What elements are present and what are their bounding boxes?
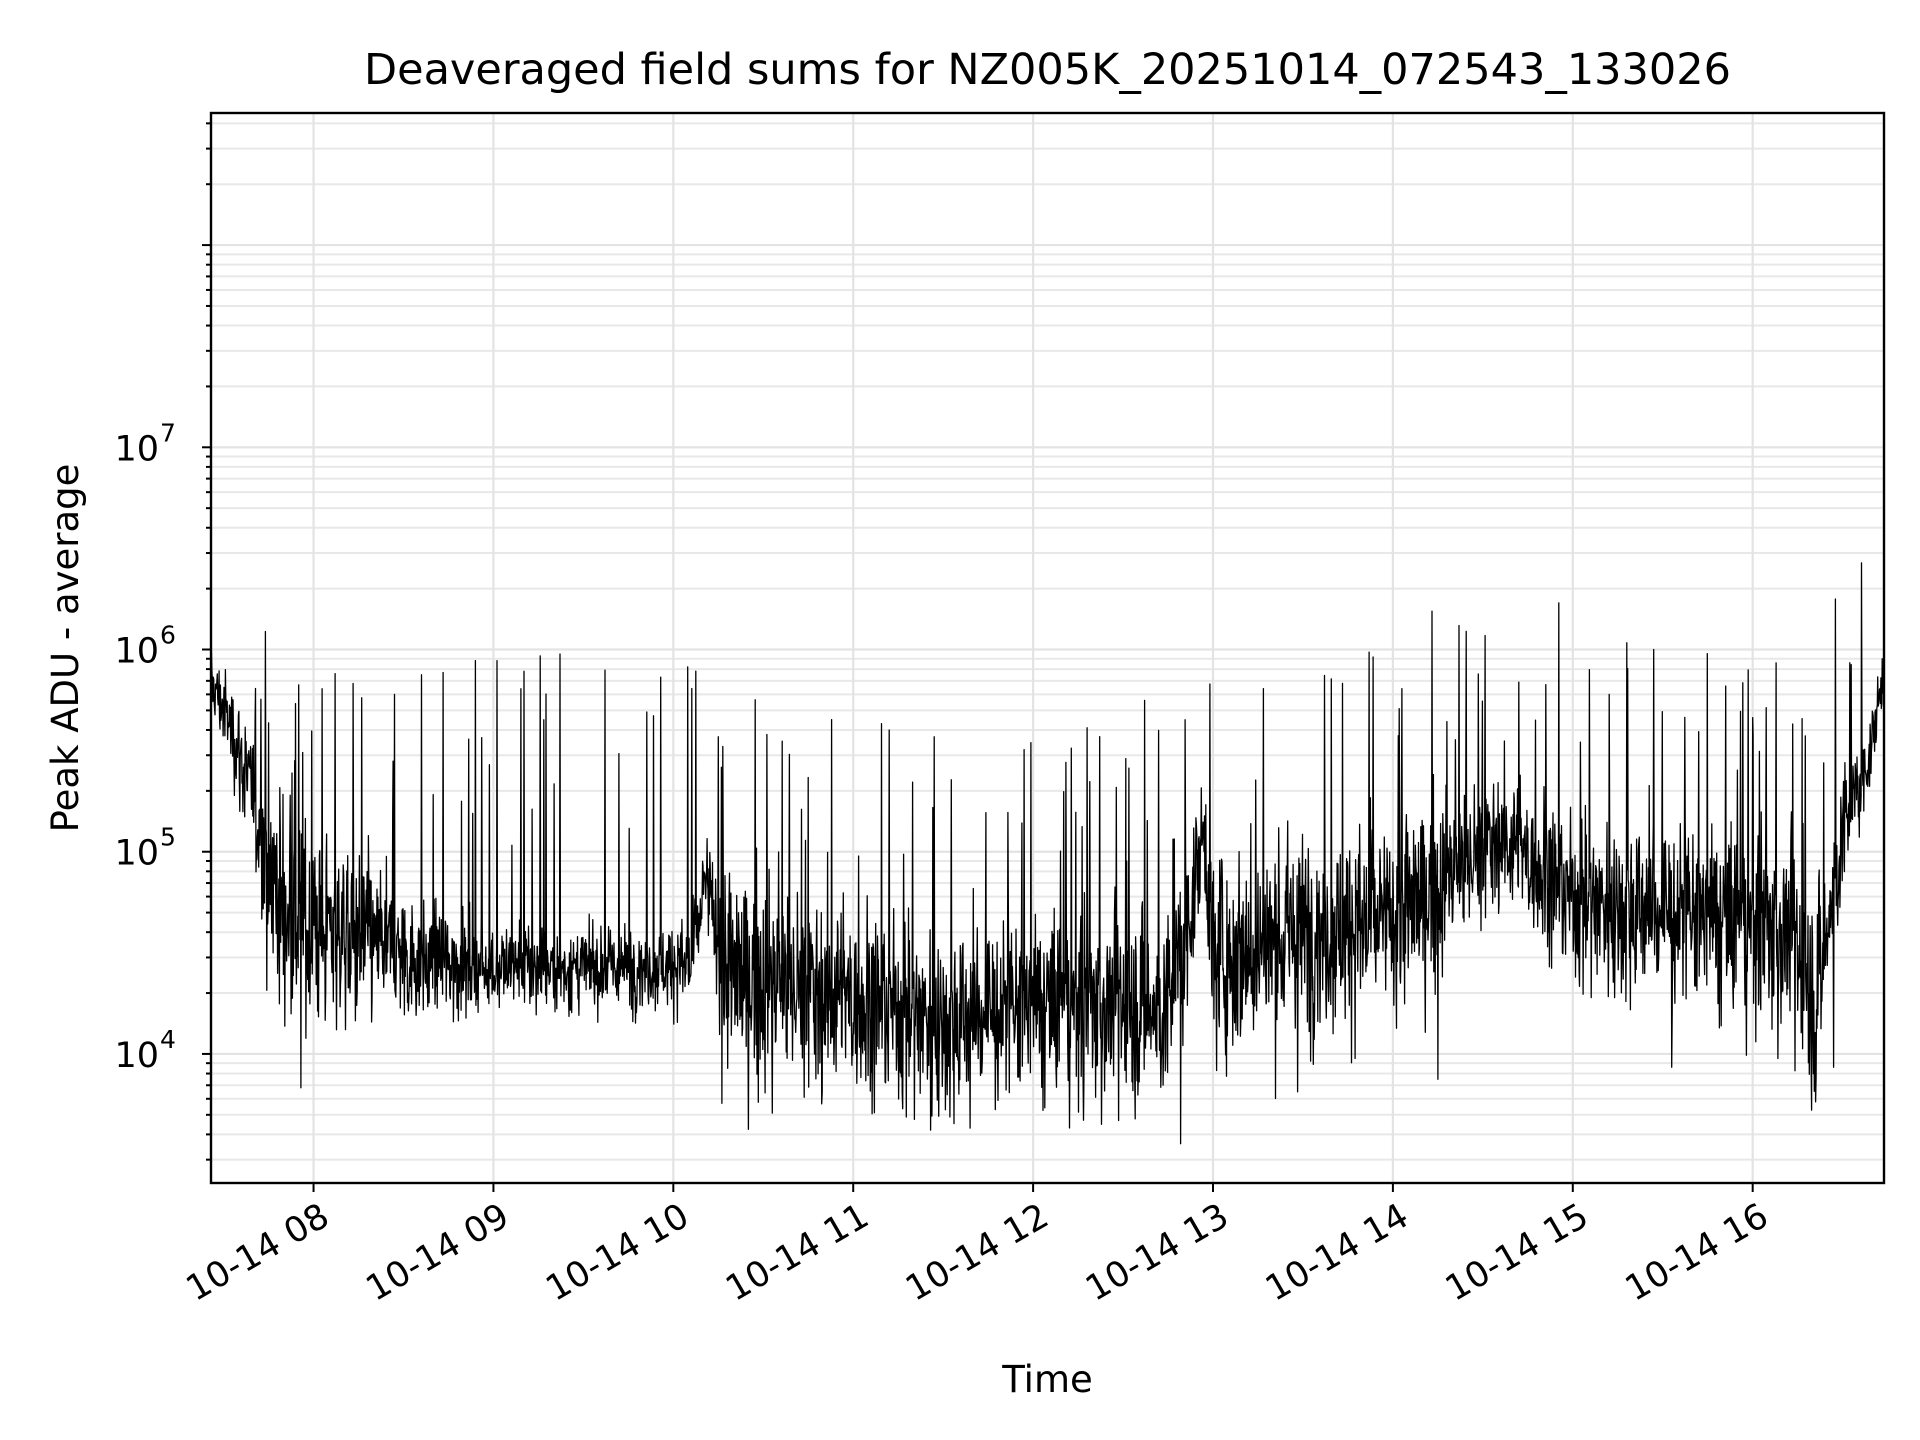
y-tick-exponent: 7 [160,418,176,447]
y-tick-exponent: 6 [160,621,176,650]
y-tick-label: 10 [114,632,159,672]
y-tick-label: 10 [114,1036,159,1076]
y-tick-label: 10 [114,429,159,469]
plot-frame [209,111,1886,1185]
chart-title: Deaveraged field sums for NZ005K_2025101… [364,45,1731,95]
y-tick-exponent: 4 [160,1025,176,1054]
y-tick-exponent: 5 [160,823,176,852]
plot-area-background [211,113,1884,1183]
y-axis-label: Peak ADU - average [44,464,87,833]
y-tick-label: 10 [114,834,159,874]
data-series-line [210,562,1885,1145]
x-axis-label: Time [1001,1358,1093,1401]
series-layer [210,562,1885,1145]
